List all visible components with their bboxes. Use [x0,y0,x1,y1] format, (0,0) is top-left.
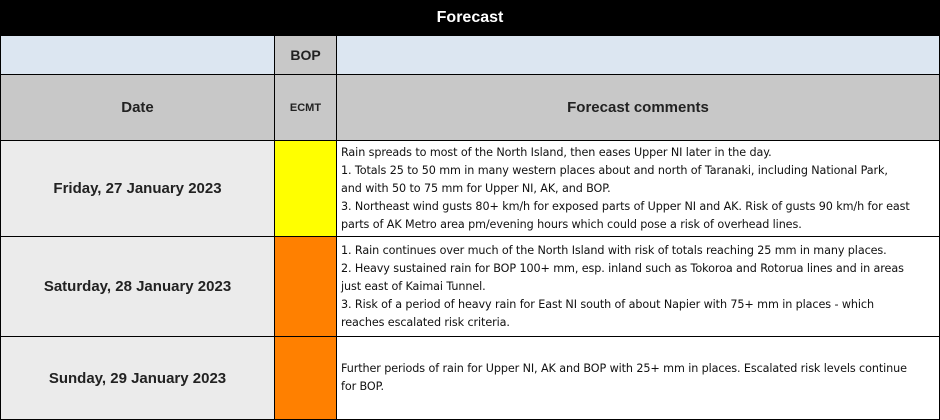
risk-level-cell [275,141,337,237]
comment-line: 3. Northeast wind gusts 80+ km/h for exp… [341,199,910,213]
comment-line: just east of Kaimai Tunnel. [341,279,486,293]
table-title: Forecast [0,0,940,36]
comments-header: Forecast comments [337,75,940,141]
comment-line: and with 50 to 75 mm for Upper NI, AK, a… [341,181,611,195]
comment-line: 1. Rain continues over much of the North… [341,243,887,257]
comment-line: Further periods of rain for Upper NI, AK… [341,362,907,375]
comment-line: reaches escalated risk criteria. [341,315,510,329]
comment-line: 2. Heavy sustained rain for BOP 100+ mm,… [341,261,904,275]
risk-level-cell [275,237,337,337]
table-row: Saturday, 28 January 2023 1. Rain contin… [0,237,940,337]
risk-level-cell [275,337,337,420]
table-row: Sunday, 29 January 2023 Further periods … [0,337,940,420]
date-header: Date [0,75,275,141]
org-blank-cell-right [337,36,940,75]
comment-line: parts of AK Metro area pm/evening hours … [341,217,802,231]
comment-line: 3. Risk of a period of heavy rain for Ea… [341,297,874,311]
org-label-cell: BOP [275,36,337,75]
comments-cell: 1. Rain continues over much of the North… [337,237,940,337]
date-cell: Friday, 27 January 2023 [0,141,275,237]
comments-cell: Rain spreads to most of the North Island… [337,141,940,237]
comment-line: for BOP. [341,380,384,393]
comment-line: Rain spreads to most of the North Island… [341,145,772,159]
comment-line: 1. Totals 25 to 50 mm in many western pl… [341,163,888,177]
org-header-row: BOP [0,36,940,75]
column-header-row: Date ECMT Forecast comments [0,75,940,141]
table-row: Friday, 27 January 2023 Rain spreads to … [0,141,940,237]
comments-cell: Further periods of rain for Upper NI, AK… [337,337,940,420]
org-blank-cell [0,36,275,75]
date-cell: Saturday, 28 January 2023 [0,237,275,337]
date-cell: Sunday, 29 January 2023 [0,337,275,420]
model-header: ECMT [275,75,337,141]
